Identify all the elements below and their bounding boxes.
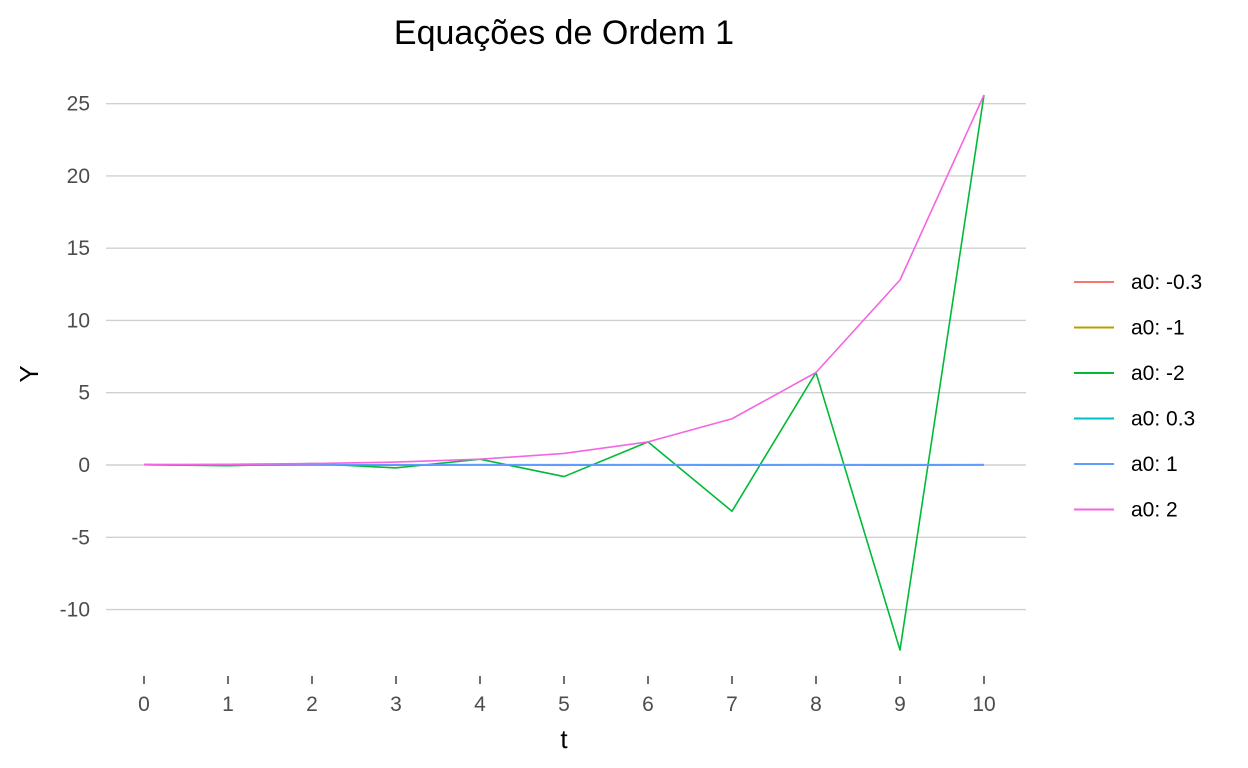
x-tick-label: 10 bbox=[972, 693, 995, 716]
legend-label: a0: -2 bbox=[1131, 362, 1185, 385]
x-tick-label: 9 bbox=[894, 693, 906, 716]
chart-title: Equações de Ordem 1 bbox=[394, 14, 734, 52]
series-line bbox=[143, 94, 985, 466]
legend-label: a0: 2 bbox=[1131, 499, 1178, 522]
series-lines bbox=[143, 94, 985, 651]
y-tick-label: 0 bbox=[78, 454, 90, 477]
x-tick-label: 3 bbox=[390, 693, 402, 716]
x-tick-label: 2 bbox=[306, 693, 318, 716]
y-tick-label: 5 bbox=[78, 382, 90, 405]
x-tick-label: 4 bbox=[474, 693, 486, 716]
y-tick-label: 10 bbox=[67, 309, 90, 332]
y-tick-label: -5 bbox=[71, 526, 90, 549]
x-tick-label: 6 bbox=[642, 693, 654, 716]
y-axis-label: Y bbox=[14, 365, 44, 382]
x-tick-label: 8 bbox=[810, 693, 822, 716]
x-axis-label: t bbox=[560, 724, 568, 754]
x-tick-label: 7 bbox=[726, 693, 738, 716]
x-tick-label: 0 bbox=[138, 693, 150, 716]
y-axis: -10 -5 0 5 10 15 20 25 bbox=[60, 93, 90, 622]
gridlines bbox=[106, 102, 1026, 611]
legend-label: a0: -0.3 bbox=[1131, 271, 1202, 294]
y-tick-label: -10 bbox=[60, 599, 90, 622]
y-tick-label: 25 bbox=[67, 93, 90, 116]
x-tick-label: 1 bbox=[222, 693, 234, 716]
y-tick-label: 15 bbox=[67, 237, 90, 260]
legend-label: a0: 1 bbox=[1131, 453, 1178, 476]
legend-label: a0: -1 bbox=[1131, 317, 1185, 340]
series-line bbox=[143, 94, 985, 651]
x-axis: 0 1 2 3 4 5 6 7 8 9 10 bbox=[138, 676, 996, 716]
x-tick-label: 5 bbox=[558, 693, 570, 716]
y-tick-label: 20 bbox=[67, 165, 90, 188]
legend-label: a0: 0.3 bbox=[1131, 408, 1195, 431]
legend: a0: -0.3 a0: -1 a0: -2 a0: 0.3 a0: 1 a0: 2 bbox=[1074, 271, 1202, 522]
